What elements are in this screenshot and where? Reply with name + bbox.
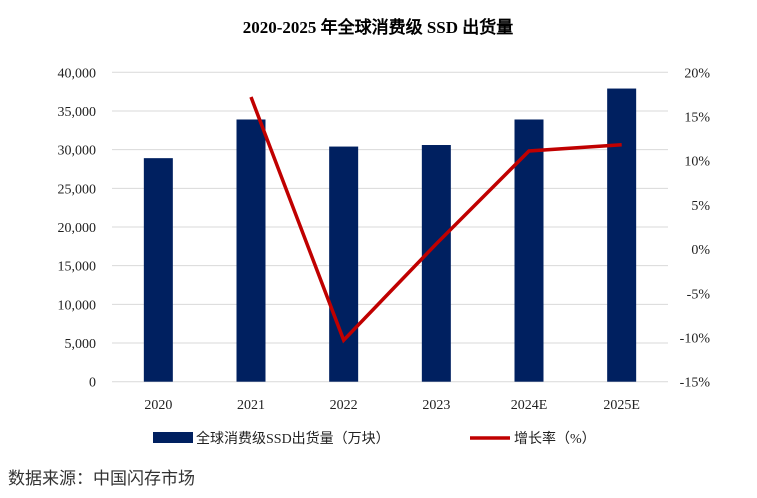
y-left-tick-label: 30,000 [58, 144, 97, 159]
y-left-tick-label: 40,000 [58, 66, 97, 81]
y-left-tick-label: 35,000 [58, 105, 97, 120]
x-tick-label: 2024E [511, 398, 548, 413]
y-right-tick-label: -10% [680, 332, 711, 347]
source-note: 数据来源：中国闪存市场 [8, 469, 195, 488]
x-tick-label: 2020 [144, 398, 172, 413]
x-tick-label: 2025E [603, 398, 640, 413]
bar [607, 88, 637, 382]
bar [143, 158, 173, 382]
y-right-tick-label: -5% [687, 287, 711, 302]
y-left-tick-label: 20,000 [58, 221, 97, 236]
bar [236, 119, 266, 382]
y-left-tick-label: 15,000 [58, 260, 97, 275]
x-tick-label: 2023 [422, 398, 450, 413]
chart-title: 2020-2025 年全球消费级 SSD 出货量 [243, 17, 514, 37]
x-tick-label: 2021 [237, 398, 265, 413]
bar [514, 119, 544, 382]
legend-label-bar: 全球消费级SSD出货量（万块） [196, 430, 390, 447]
x-tick-label: 2022 [330, 398, 358, 413]
y-left-tick-label: 5,000 [65, 337, 97, 352]
y-right-tick-label: 0% [691, 243, 710, 258]
y-right-tick-label: -15% [680, 376, 711, 391]
bar [329, 146, 359, 382]
y-left-tick-label: 10,000 [58, 298, 97, 313]
y-right-tick-label: 5% [691, 199, 710, 214]
y-left-tick-label: 0 [89, 376, 96, 391]
legend-label-line: 增长率（%） [514, 430, 596, 447]
legend-swatch-bar [153, 432, 193, 443]
bar [421, 145, 451, 382]
y-right-tick-label: 20% [684, 66, 710, 81]
y-right-tick-label: 10% [684, 155, 710, 170]
y-right-tick-label: 15% [684, 111, 710, 126]
y-left-tick-label: 25,000 [58, 182, 97, 197]
